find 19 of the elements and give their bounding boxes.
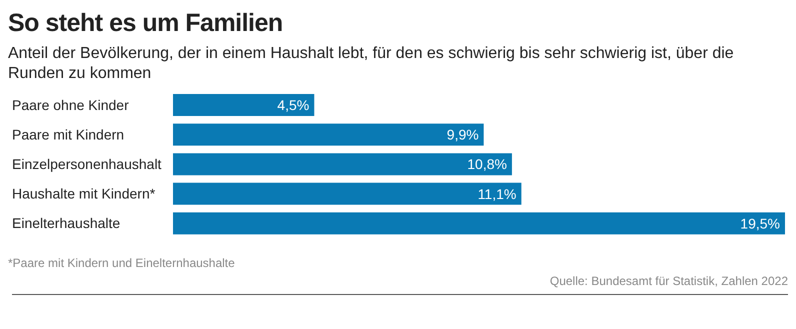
y-tick-label: Einzelpersonenhaushalt xyxy=(12,156,162,172)
data-label: 9,9% xyxy=(446,126,479,143)
chart-title: So steht es um Familien xyxy=(8,8,284,38)
data-label: 19,5% xyxy=(740,215,780,232)
y-tick-label: Einelterhaushalte xyxy=(12,215,120,232)
bar xyxy=(173,212,785,234)
bar xyxy=(173,182,522,205)
data-label: 11,1% xyxy=(478,186,516,202)
bar xyxy=(173,94,314,116)
data-label: 10,8% xyxy=(467,156,507,172)
data-label: 4,5% xyxy=(277,96,310,113)
bar xyxy=(173,153,512,176)
y-tick-label: Haushalte mit Kindern* xyxy=(12,186,156,202)
text: *Paare mit Kindern und Einelternhaushalte xyxy=(8,256,236,270)
y-tick-label: Paare mit Kindern xyxy=(12,126,124,142)
chart-subtitle: Anteil der Bevölkerung, der in einem Haushalt lebt, für den es schwierig bis sehr schwierig ist, über die Runden zu kommen xyxy=(8,44,735,84)
y-tick-label: Paare ohne Kinder xyxy=(12,96,130,113)
bar xyxy=(173,124,484,146)
source-note: Quelle: Bundesamt für Statistik, Zahlen 2022 xyxy=(548,274,788,288)
